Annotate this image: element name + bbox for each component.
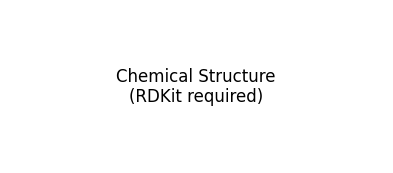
Text: Chemical Structure
(RDKit required): Chemical Structure (RDKit required)	[116, 67, 276, 106]
